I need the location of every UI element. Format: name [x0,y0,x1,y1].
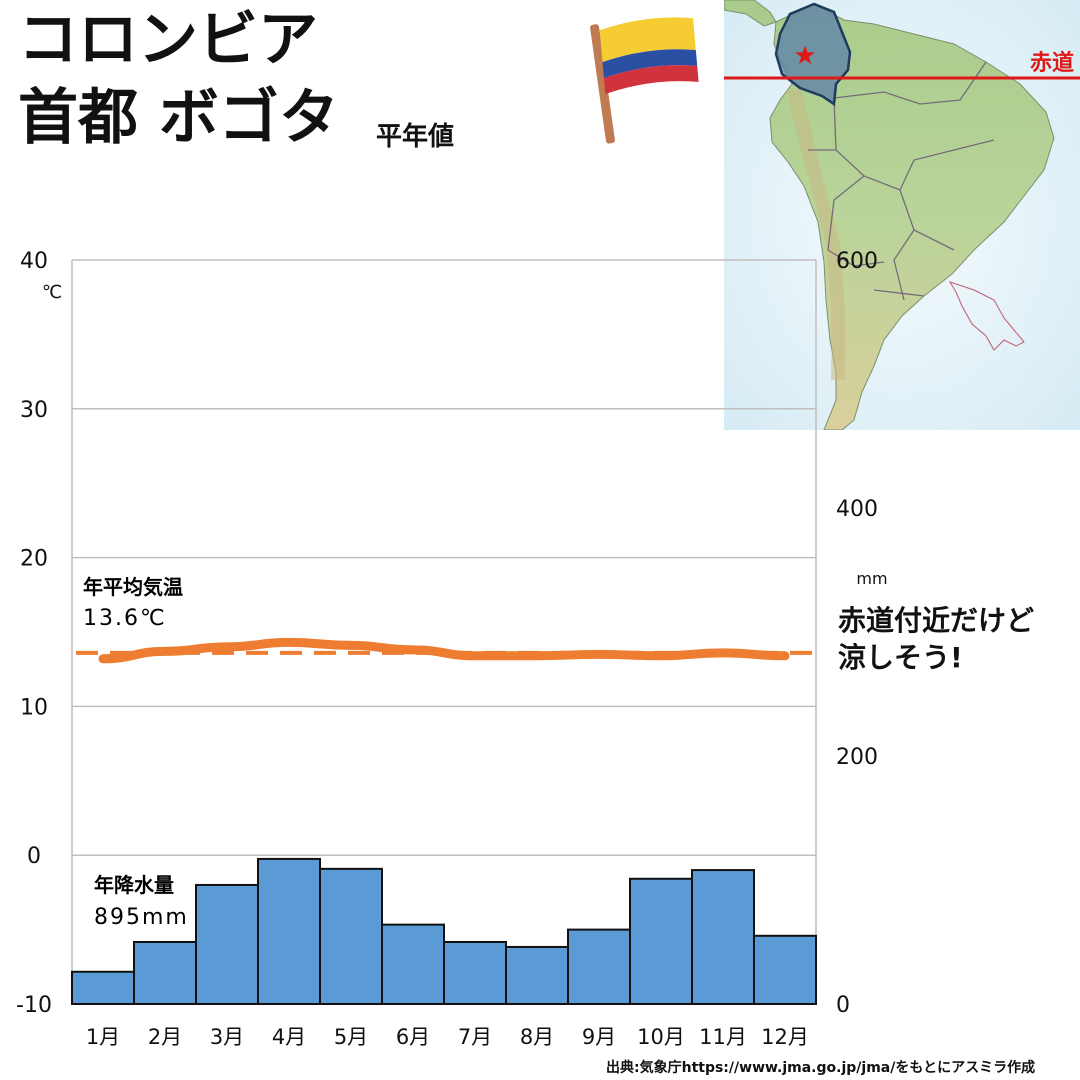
month-label: 5月 [334,1025,368,1049]
month-label: 8月 [520,1025,554,1049]
right-tick-label: 400 [836,497,878,522]
temperature-line [98,637,790,664]
month-label: 1月 [86,1025,120,1049]
precip-bar [381,923,445,1006]
left-axis: 40 30 20 10 0 -10 ℃ [16,249,62,1018]
temperature-series [98,637,790,664]
precip-bar [319,867,383,1006]
precip-bar [195,883,259,1006]
comment: 赤道付近だけど 涼しそう! [838,602,1034,676]
temperature-point [660,654,662,657]
right-tick-label: 200 [836,745,878,770]
temperature-point [288,641,290,644]
month-label: 7月 [458,1025,492,1049]
comment-line-2: 涼しそう! [838,641,963,675]
south-america-map: ★ 赤道 [724,0,1080,430]
month-label: 4月 [272,1025,306,1049]
month-label: 6月 [396,1025,430,1049]
precip-value: 895mm [94,905,189,930]
left-tick-label: 0 [27,844,41,869]
month-label: 2月 [148,1025,182,1049]
avg-temp-value: 13.6℃ [83,606,167,631]
left-tick-label: -10 [16,993,52,1018]
temperature-point [164,650,166,653]
precip-bar [257,857,321,1005]
temperature-point [102,657,104,660]
temperature-point [784,654,786,657]
temperature-point [226,645,228,648]
precip-bar [505,945,569,1006]
precipitation-bars [71,857,817,1006]
left-tick-label: 20 [20,547,48,572]
precip-bar [443,941,507,1005]
month-label: 10月 [637,1025,685,1049]
temperature-point [722,651,724,654]
comment-line-1: 赤道付近だけど [838,604,1035,637]
month-label: 11月 [699,1025,747,1049]
left-axis-unit: ℃ [42,282,62,303]
precip-bar [691,869,755,1006]
precip-bar [753,934,817,1005]
precip-bar [567,928,631,1005]
colombia-flag-icon [590,17,699,144]
left-tick-label: 40 [20,249,48,274]
temperature-point [536,654,538,657]
temperature-point [350,644,352,647]
precip-bar [629,877,693,1006]
temperature-point [412,648,414,651]
right-tick-label: 0 [836,993,850,1018]
x-axis: 1月 2月 3月 4月 5月 6月 7月 8月 9月 10月 11月 12月 [86,1025,809,1049]
month-label: 12月 [761,1025,809,1049]
temperature-point [598,653,600,656]
chart-grid [71,259,817,1005]
precip-bar [133,941,197,1005]
capital-star-icon: ★ [793,41,816,71]
equator-label: 赤道 [1030,50,1074,76]
normal-values-tag: 平年値 [376,122,455,152]
month-label: 3月 [210,1025,244,1049]
precip-label: 年降水量 [94,873,174,897]
source-credit: 出典:気象庁https://www.jma.go.jp/jma/をもとにアスミラ… [606,1060,1036,1076]
capital-title: 首都 ボゴタ [18,83,339,153]
precip-bar [71,970,135,1006]
left-tick-label: 10 [20,695,48,720]
temperature-point [474,654,476,657]
left-tick-label: 30 [20,398,48,423]
month-label: 9月 [582,1025,616,1049]
right-axis-unit: mm [856,569,887,588]
avg-temp-label: 年平均気温 [83,575,183,599]
country-title: コロンビア [18,5,318,75]
